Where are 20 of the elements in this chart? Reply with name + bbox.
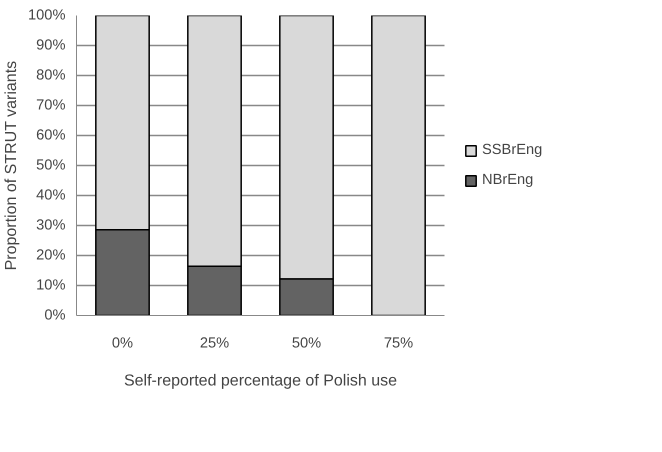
legend-label: SSBrEng [482, 142, 542, 158]
y-tick-label: 70% [36, 98, 66, 114]
bar [371, 16, 426, 316]
y-tick-label: 90% [36, 38, 66, 54]
x-tick-label: 25% [200, 336, 230, 352]
y-tick-label: 20% [36, 248, 66, 264]
y-tick-label: 10% [36, 278, 66, 294]
y-tick-label: 30% [36, 218, 66, 234]
legend-label: NBrEng [482, 172, 534, 188]
y-axis-title: Proportion of STRUT variants [3, 60, 20, 270]
y-tick-label: 60% [36, 128, 66, 144]
x-axis-title: Self-reported percentage of Polish use [124, 372, 398, 390]
y-tick-label: 50% [36, 158, 66, 174]
x-tick-label: 75% [384, 336, 414, 352]
y-tick-label: 80% [36, 68, 66, 84]
y-tick-label: 0% [44, 308, 66, 324]
y-tick-label: 100% [28, 8, 66, 24]
x-tick-label: 0% [112, 336, 134, 352]
x-tick-label: 50% [292, 336, 322, 352]
y-tick-label: 40% [36, 188, 66, 204]
